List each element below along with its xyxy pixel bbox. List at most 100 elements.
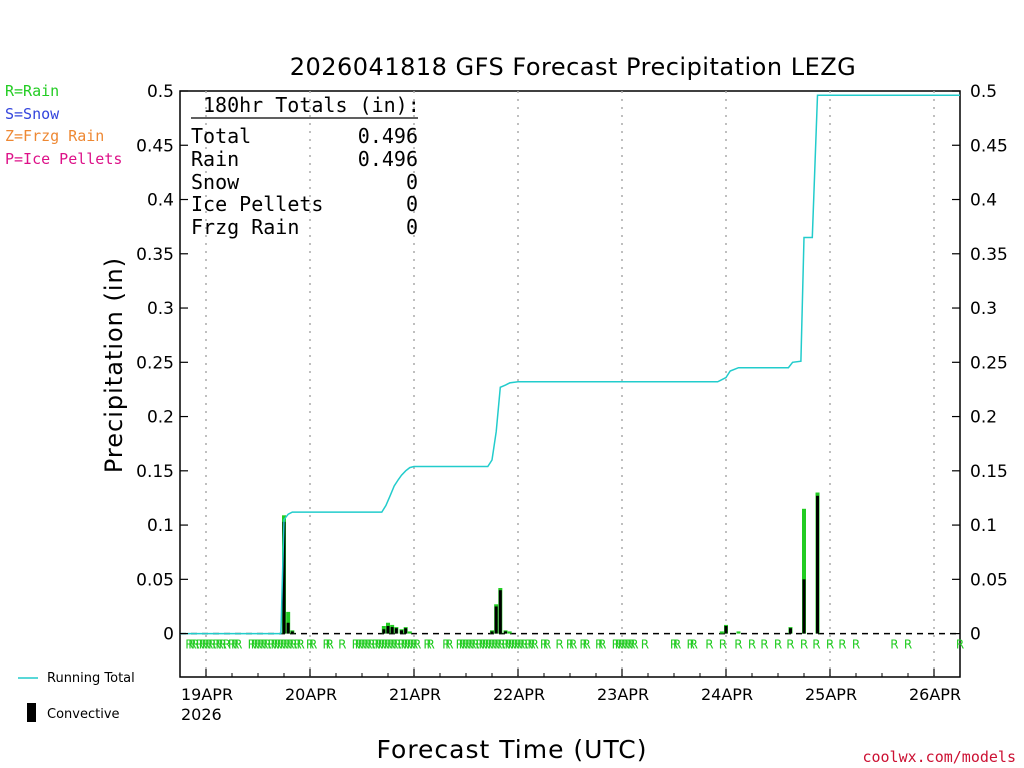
ptype-marker-rain: R [361,638,369,652]
ptype-marker-rain: R [442,638,450,652]
rain-bar [407,631,412,634]
convective-bar [404,628,408,634]
y-tick-label-right: 0.3 [970,299,997,319]
ptype-marker-rain: R [231,638,239,652]
ptype-marker-rain: R [322,638,330,652]
convective-bar [490,631,494,634]
convective-bar [290,631,294,634]
y-tick-label-right: 0.15 [970,462,1008,482]
plot-frame [179,90,961,678]
totals-value-total: 0.496 [358,124,418,148]
ptype-marker-rain: R [188,638,196,652]
ptype-marker-rain: R [618,638,626,652]
ptype-marker-rain: R [579,638,587,652]
ptype-marker-rain: R [748,638,756,652]
ptype-marker-rain: R [374,638,382,652]
ptype-marker-rain: R [465,638,473,652]
y-tick-label-left: 0.35 [136,245,174,265]
legend-convective: Convective [47,707,120,722]
ptype-marker-rain: R [491,638,499,652]
ptype-marker-rain: R [199,638,207,652]
ptype-marker-rain: R [260,638,268,652]
y-tick-label-left: 0.15 [136,462,174,482]
ptype-marker-rain: R [734,638,742,652]
ptype-marker-rain: R [630,638,638,652]
y-tick-label-right: 0 [970,625,981,645]
legend-rain: R=Rain [5,82,59,100]
y-axis-ticks: 0 00.05 0.050.1 0.10.15 0.150.2 0.20.25 0.250.… [136,82,1008,645]
ptype-marker-rain: R [598,638,606,652]
convective-bar [386,625,390,634]
ptype-marker-rain: R [517,638,525,652]
ptype-marker-rain: R [218,638,226,652]
ptype-marker-rain: R [393,638,401,652]
ptype-marker-rain: R [624,638,632,652]
y-tick-label-right: 0.4 [970,191,997,211]
ptype-marker-rain: R [248,638,256,652]
ptype-marker-rain: R [212,638,220,652]
ptype-marker-rain: R [228,638,236,652]
ptype-marker-rain: R [267,638,275,652]
credit-text: coolwx.com/models [862,748,1016,766]
rain-bar [507,631,512,634]
ptype-marker-rain: R [462,638,470,652]
ptype-marker-rain: R [673,638,681,652]
ptype-marker-rain: R [508,638,516,652]
ptype-marker-rain: R [719,638,727,652]
ptype-marker-rain: R [456,638,464,652]
ptype-marker-rain: R [205,638,213,652]
ptype-marker-rain: R [423,638,431,652]
y-tick-label-left: 0.05 [136,570,174,590]
convective-bar [394,628,398,634]
ptype-marker-rain: R [215,638,223,652]
totals-label-total: Total [191,124,251,148]
ptype-marker-rain: R [277,638,285,652]
ptype-marker-rain: R [612,638,620,652]
ptype-marker-rain: R [355,638,363,652]
convective-bar [400,630,404,634]
ptype-marker-rain: R [196,638,204,652]
legend-ice-pellets: P=Ice Pellets [5,150,122,168]
ptype-marker-rain: R [540,638,548,652]
convective-bar [802,579,806,634]
ptype-marker-rain: R [501,638,509,652]
ptype-marker-rain: R [956,638,964,652]
ptype-marker-rain: R [686,638,694,652]
y-tick-label-left: 0 [163,625,174,645]
totals-label-ice-pellets: Ice Pellets [191,192,323,216]
ptype-marker-rain: R [566,638,574,652]
ptype-marker-rain: R [234,638,242,652]
y-tick-label-left: 0.25 [136,353,174,373]
y-tick-label-right: 0.45 [970,136,1008,156]
ptype-marker-rain: R [838,638,846,652]
y-tick-label-left: 0.4 [147,191,174,211]
x-tick-label: 21APR [389,685,441,704]
ptype-marker-rain: R [407,638,415,652]
ptype-marker-rain: R [800,638,808,652]
ptype-marker-rain: R [387,638,395,652]
x-axis-label: Forecast Time (UTC) [377,735,648,764]
x-tick-sublabel: 2026 [181,705,222,724]
convective-bar [390,627,394,634]
ptype-marker-rain: R [223,638,231,652]
ptype-marker-rain: R [627,638,635,652]
ptype-marker-rain: R [270,638,278,652]
ptype-marker-rain: R [413,638,421,652]
y-tick-label-left: 0.5 [147,82,174,102]
ptype-marker-rain: R [478,638,486,652]
running-total-line [180,94,960,635]
ptype-marker-rain: R [904,638,912,652]
totals-heading: 180hr Totals (in): [203,93,420,117]
ptype-marker-rain: R [283,638,291,652]
ptype-marker-rain: R [488,638,496,652]
ptype-marker-rain: R [485,638,493,652]
x-tick-label: 22APR [493,685,545,704]
ptype-marker-rain: R [690,638,698,652]
y-tick-label-right: 0.05 [970,570,1008,590]
ptype-marker-rain: R [309,638,317,652]
y-tick-label-left: 0.2 [147,408,174,428]
ptype-marker-rain: R [378,638,386,652]
convective-bar [382,629,386,634]
ptype-marker-rain: R [555,638,563,652]
